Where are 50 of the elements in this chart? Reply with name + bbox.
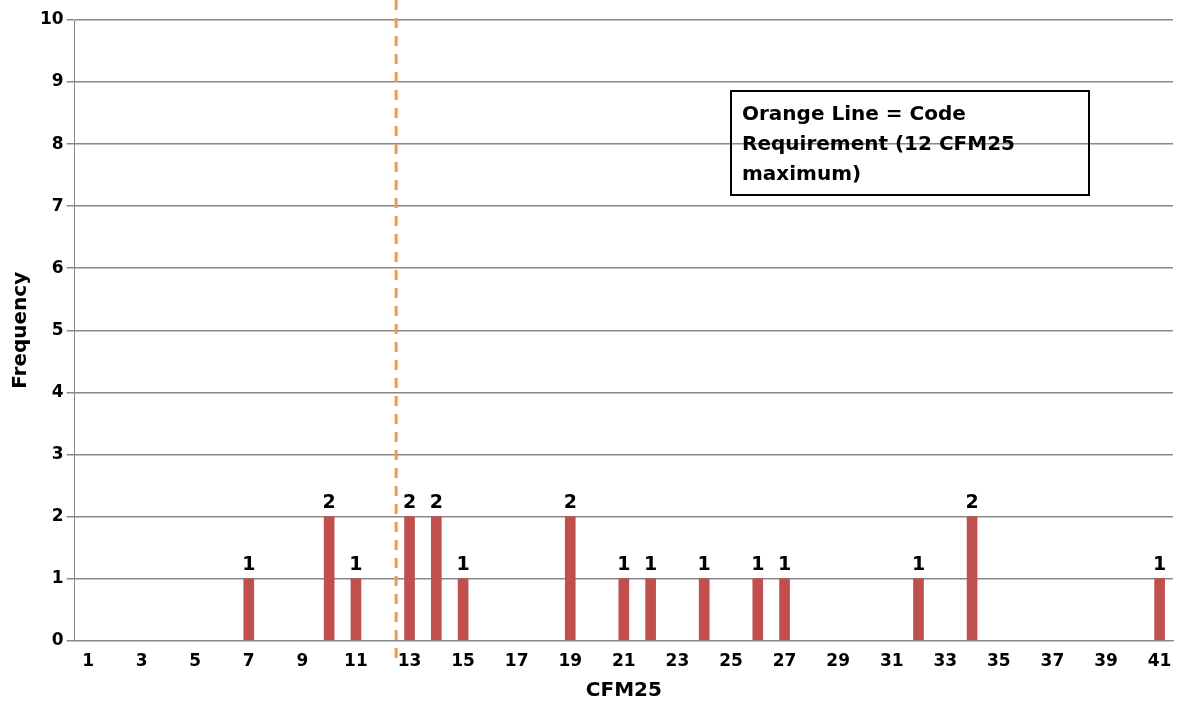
x-tick-label: 31 bbox=[879, 650, 904, 671]
data-label: 1 bbox=[456, 551, 470, 574]
x-tick-label: 15 bbox=[451, 650, 475, 671]
x-tick-label: 9 bbox=[296, 650, 309, 671]
y-tick-label: 5 bbox=[51, 318, 64, 339]
x-tick-label: 21 bbox=[611, 650, 636, 671]
annotation: Orange Line = Code Requirement (12 CFM25 maximum) bbox=[730, 90, 1090, 196]
y-tick-label: 0 bbox=[51, 629, 64, 650]
x-tick-label: 7 bbox=[242, 650, 255, 671]
x-tick-label: 29 bbox=[826, 650, 850, 671]
y-tick-label: 4 bbox=[51, 380, 64, 401]
x-tick-label: 23 bbox=[665, 650, 690, 671]
data-label: 1 bbox=[349, 551, 363, 574]
x-tick-label: 3 bbox=[135, 650, 148, 671]
data-label: 1 bbox=[697, 551, 711, 574]
x-tick-label: 5 bbox=[189, 650, 202, 671]
data-label: 2 bbox=[965, 489, 979, 512]
data-label: 1 bbox=[1152, 551, 1167, 574]
x-tick-label: 27 bbox=[772, 650, 797, 671]
data-label: 2 bbox=[402, 489, 417, 512]
x-tick-label: 33 bbox=[933, 650, 958, 671]
data-label: 1 bbox=[242, 551, 256, 574]
x-tick-label: 11 bbox=[344, 650, 368, 671]
y-tick-label: 10 bbox=[39, 8, 64, 29]
data-label: 1 bbox=[751, 551, 765, 574]
data-label: 2 bbox=[322, 489, 336, 512]
x-tick-label: 25 bbox=[719, 650, 743, 671]
x-tick-label: 39 bbox=[1094, 650, 1118, 671]
data-label: 2 bbox=[563, 489, 577, 512]
x-tick-label: 41 bbox=[1147, 650, 1172, 671]
y-axis-title: Frequency bbox=[7, 271, 32, 389]
y-tick-label: 9 bbox=[51, 70, 64, 91]
x-tick-label: 13 bbox=[397, 650, 422, 671]
x-tick-label: 19 bbox=[558, 650, 583, 671]
x-tick-label: 1 bbox=[82, 650, 94, 671]
y-tick-label: 7 bbox=[51, 194, 64, 215]
y-tick-label: 3 bbox=[51, 442, 64, 463]
x-tick-label: 37 bbox=[1040, 650, 1065, 671]
y-tick-label: 1 bbox=[51, 566, 64, 587]
x-axis-title: CFM25 bbox=[585, 677, 662, 702]
data-label: 1 bbox=[617, 551, 631, 574]
y-tick-label: 8 bbox=[51, 132, 64, 153]
data-label: 1 bbox=[911, 551, 926, 574]
x-tick-label: 17 bbox=[504, 650, 529, 671]
y-tick-label: 2 bbox=[51, 504, 64, 525]
data-label: 2 bbox=[429, 489, 443, 512]
y-tick-label: 6 bbox=[51, 256, 64, 277]
data-label: 1 bbox=[644, 551, 658, 574]
x-tick-label: 35 bbox=[987, 650, 1011, 671]
data-label: 1 bbox=[777, 551, 792, 574]
